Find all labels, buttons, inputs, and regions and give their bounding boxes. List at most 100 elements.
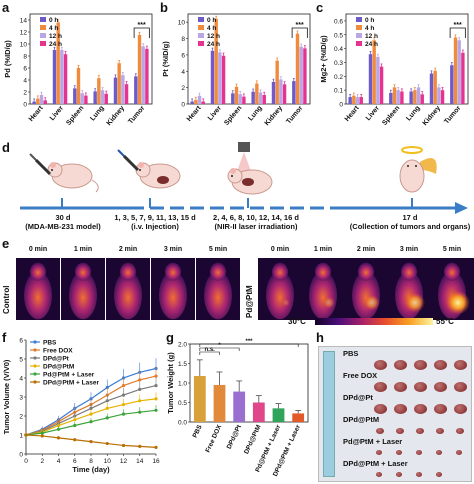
data-point: [154, 384, 158, 388]
plot-frame: [29, 13, 153, 105]
control-thermal-image: [106, 258, 150, 320]
bar: [113, 77, 118, 104]
bar: [190, 101, 194, 104]
category-label: Lung: [247, 105, 263, 123]
significance-bracket: [199, 343, 299, 347]
panel-label-f: f: [2, 330, 7, 345]
y-tick-label: 0.5: [178, 400, 187, 407]
significance-label: *: [218, 343, 221, 349]
x-tick-label: 10: [104, 458, 112, 465]
x-tick-label: 14: [136, 458, 144, 465]
y-tick-label: 2: [19, 414, 23, 421]
legend-label: 0 h: [207, 17, 216, 24]
bar: [409, 91, 413, 104]
step-3-label: 2, 4, 6, 8, 10, 12, 14, 16 d (NIR-II las…: [213, 213, 299, 231]
bar: [271, 81, 276, 104]
data-point: [105, 441, 109, 446]
y-tick-label: 0: [23, 102, 27, 109]
bar: [194, 99, 198, 104]
y-axis-label: Tumor Volume (V/V0): [2, 359, 11, 434]
bar: [93, 91, 97, 104]
category-label: Liver: [49, 105, 65, 123]
tumor-sample: [454, 360, 467, 371]
legend-label: 0 h: [365, 17, 374, 24]
bar: [303, 48, 307, 104]
bar: [262, 95, 266, 104]
category-label: Free DOX: [204, 423, 223, 453]
bar: [379, 66, 384, 104]
y-tick-label: 0: [181, 102, 185, 109]
photo-label-dpdpt: DPd@Pt: [343, 393, 373, 402]
control-thermal-image: [151, 258, 195, 320]
bar: [292, 81, 296, 104]
y-tick-label: 6: [19, 338, 23, 345]
bar: [461, 52, 465, 104]
legend-swatch: [356, 33, 362, 38]
significance-label: ***: [138, 22, 146, 29]
category-label: Kidney: [106, 105, 126, 127]
bar: [440, 90, 445, 104]
data-point: [121, 443, 126, 448]
legend-label: 24 h: [365, 41, 378, 48]
significance-bracket: [199, 351, 220, 355]
category-label: Tumor: [443, 105, 462, 126]
category-label: Kidney: [264, 105, 284, 127]
pdptm-time-label: 3 min: [399, 246, 419, 253]
photo-label-freedox: Free DOX: [343, 371, 378, 380]
y-tick-label: 6: [181, 52, 185, 59]
bar: [255, 83, 259, 104]
bar: [231, 93, 235, 104]
bar: [56, 22, 60, 104]
category-label: Spleen: [65, 105, 85, 127]
data-point: [89, 420, 93, 424]
bar: [258, 92, 263, 104]
control-time-label: 3 min: [163, 246, 183, 253]
legend-label: 24 h: [207, 41, 220, 48]
bar: [73, 88, 77, 104]
y-tick-label: 1.5: [178, 361, 187, 368]
y-tick-label: 6: [23, 66, 27, 73]
bar: [214, 18, 218, 105]
tumor-sample: [416, 472, 423, 478]
tumor-sample: [375, 427, 384, 434]
angel-mouse-icon: [399, 146, 437, 193]
significance-bracket: [133, 27, 150, 38]
legend-label: 4 h: [207, 25, 216, 32]
bar: [355, 97, 360, 104]
tumor-sample: [394, 404, 407, 415]
data-point: [89, 440, 93, 444]
significance-bracket: [291, 27, 308, 38]
legend-label: PBS: [43, 340, 57, 347]
bar: [376, 56, 380, 104]
category-label: Spleen: [381, 105, 401, 127]
data-point: [105, 406, 109, 410]
step-2-label: 1, 3, 5, 7, 9, 11, 13, 15 d (i.v. Inject…: [114, 213, 196, 231]
legend-label: 4 h: [49, 25, 58, 32]
bar: [213, 384, 226, 422]
bar: [389, 92, 393, 104]
bar: [299, 46, 303, 104]
data-point: [89, 412, 93, 416]
tumor-sample: [454, 404, 467, 415]
data-point: [105, 385, 109, 390]
y-tick-label: 0.5: [334, 32, 343, 39]
data-point: [56, 423, 61, 428]
category-label: Liver: [207, 105, 223, 123]
bar: [141, 46, 145, 104]
panel-label-c: c: [316, 0, 324, 15]
treatment-timeline: [20, 142, 468, 214]
y-tick-label: 12: [20, 30, 28, 37]
x-tick-label: 12: [120, 458, 128, 465]
legend-swatch: [40, 25, 46, 30]
tumor-sample: [374, 360, 387, 371]
row-label-control: Control: [2, 285, 11, 314]
bar: [420, 94, 424, 104]
pdptm-time-label: 2 min: [356, 246, 376, 253]
significance-label: ***: [454, 22, 462, 29]
y-tick-label: 0.6: [334, 18, 343, 25]
tumor-sample: [454, 382, 467, 393]
data-point: [138, 444, 142, 448]
x-axis-label: Time (day): [72, 465, 110, 474]
bar: [242, 96, 246, 104]
bar: [124, 84, 129, 104]
